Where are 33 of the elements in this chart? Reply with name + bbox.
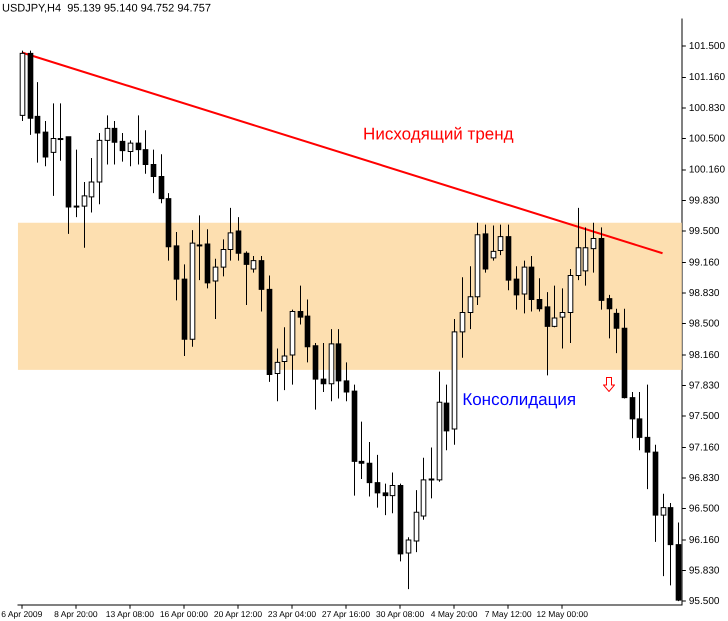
y-tick-label: 101.160 <box>688 72 726 84</box>
y-tick-label: 97.160 <box>688 442 720 454</box>
y-tick-label: 100.830 <box>688 102 726 114</box>
y-tick-label: 97.500 <box>688 410 720 422</box>
annotation: Консолидация <box>462 390 576 410</box>
y-tick-label: 99.500 <box>688 226 720 237</box>
x-tick-label: 4 May 20:00 <box>430 609 478 620</box>
x-tick-label: 6 Apr 2009 <box>1 609 43 620</box>
x-tick-label: 23 Apr 04:00 <box>268 609 316 620</box>
y-tick-label: 95.830 <box>688 565 720 576</box>
y-tick-label: 95.500 <box>688 596 720 607</box>
x-tick-label: 27 Apr 16:00 <box>322 609 370 620</box>
y-tick-label: 96.830 <box>688 472 720 484</box>
x-tick-label: 16 Apr 00:00 <box>160 609 208 620</box>
y-tick-label: 100.160 <box>688 164 726 176</box>
x-tick-label: 12 May 00:00 <box>536 609 588 620</box>
y-tick-label: 101.500 <box>688 40 726 52</box>
y-tick-label: 99.830 <box>688 195 720 206</box>
y-tick-label: 98.830 <box>688 288 720 299</box>
y-tick-label: 100.500 <box>688 133 726 144</box>
x-tick-label: 30 Apr 08:00 <box>376 609 424 620</box>
x-tick-label: 8 Apr 20:00 <box>54 609 98 620</box>
y-tick-label: 98.500 <box>688 318 720 330</box>
y-tick-label: 97.830 <box>688 380 720 392</box>
y-tick-label: 99.160 <box>688 257 720 268</box>
chart-title: USDJPY,H4 95.139 95.140 94.752 94.757 <box>2 2 211 15</box>
y-tick-label: 96.500 <box>688 503 720 514</box>
series-label: Нисходящий тренд <box>363 124 514 144</box>
x-tick-label: 20 Apr 12:00 <box>214 609 262 620</box>
y-tick-label: 96.160 <box>688 534 720 546</box>
y-tick-label: 98.160 <box>688 350 720 361</box>
x-tick-label: 7 May 12:00 <box>484 609 532 620</box>
x-tick-label: 13 Apr 08:00 <box>106 609 154 620</box>
